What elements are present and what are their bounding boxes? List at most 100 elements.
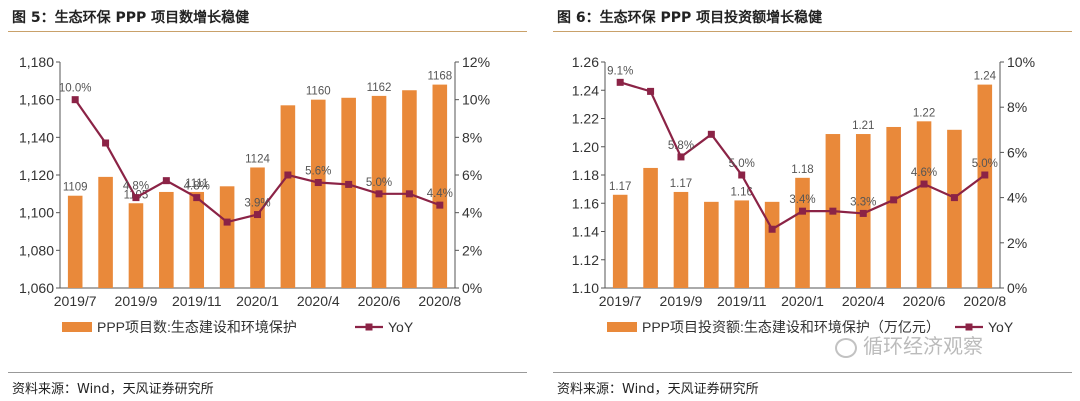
yoy-value-label: 10.0% bbox=[59, 83, 92, 95]
yoy-value-label: 4.6% bbox=[911, 167, 937, 179]
yoy-value-label: 4.4% bbox=[427, 188, 453, 200]
yoy-value-label: 5.8% bbox=[668, 140, 694, 152]
yoy-point bbox=[193, 194, 201, 202]
title-divider bbox=[8, 31, 527, 32]
bar-value-label: 1111 bbox=[185, 178, 208, 190]
yoy-point bbox=[799, 207, 806, 215]
bar bbox=[219, 186, 235, 288]
bar bbox=[977, 84, 993, 288]
x-tick-label: 2019/7 bbox=[54, 293, 97, 309]
watermark: 循环经济观察 bbox=[835, 330, 983, 359]
x-tick-label: 2019/9 bbox=[660, 293, 703, 309]
x-tick-label: 2019/7 bbox=[599, 293, 642, 309]
bar bbox=[189, 191, 205, 288]
yoy-point bbox=[859, 209, 867, 217]
legend-bar-label: PPP项目数:生态建设和环境保护 bbox=[97, 319, 297, 335]
yoy-point bbox=[677, 153, 685, 161]
legend-line-label: YoY bbox=[388, 319, 414, 335]
bar bbox=[159, 191, 174, 288]
bar-value-label: 1.18 bbox=[791, 164, 813, 176]
yoy-value-label: 5.0% bbox=[972, 158, 998, 170]
yoy-point bbox=[314, 179, 322, 187]
y-left-tick-label: 1,100 bbox=[19, 205, 54, 221]
y-left-tick-label: 1,060 bbox=[19, 280, 54, 296]
y-right-tick-label: 4% bbox=[462, 205, 482, 221]
bar bbox=[886, 126, 901, 288]
bar bbox=[98, 176, 113, 288]
y-right-tick-label: 12% bbox=[462, 54, 490, 70]
y-right-tick-label: 4% bbox=[1007, 190, 1027, 206]
y-left-tick-label: 1.26 bbox=[572, 54, 599, 70]
bar bbox=[341, 97, 356, 289]
x-tick-label: 2020/1 bbox=[781, 293, 824, 309]
bar bbox=[764, 201, 780, 288]
yoy-value-label: 5.0% bbox=[729, 158, 755, 170]
y-left-tick-label: 1.16 bbox=[572, 195, 599, 211]
figure-6-panel: 图 6：生态环保 PPP 项目投资额增长稳健 1.10 1.12 1.14 1.16 1… bbox=[545, 0, 1080, 401]
y-right-tick-label: 0% bbox=[1007, 280, 1027, 296]
wechat-icon bbox=[835, 337, 857, 358]
yoy-value-label: 3.4% bbox=[789, 194, 815, 206]
yoy-point bbox=[254, 211, 261, 219]
bar bbox=[402, 90, 417, 288]
yoy-value-label: 5.6% bbox=[305, 166, 331, 178]
yoy-value-label: 3.9% bbox=[244, 198, 270, 210]
yoy-point bbox=[436, 201, 444, 209]
yoy-point bbox=[890, 196, 898, 204]
y-left-tick-label: 1,080 bbox=[19, 242, 54, 258]
bar bbox=[67, 195, 83, 288]
yoy-point bbox=[647, 87, 655, 95]
legend-bar-swatch bbox=[607, 322, 637, 332]
x-tick-label: 2019/11 bbox=[717, 293, 767, 309]
source-divider bbox=[553, 372, 1072, 373]
project-count-chart: 1,060 1,080 1,100 1,120 1,140 1,160 1,180 0% 2% 4… bbox=[19, 54, 490, 335]
bar bbox=[734, 200, 750, 288]
y-right-tick-label: 2% bbox=[462, 242, 482, 258]
y-right-tick-label: 0% bbox=[462, 280, 482, 296]
y-left-tick-label: 1.14 bbox=[572, 224, 599, 240]
bar bbox=[673, 191, 689, 288]
yoy-point bbox=[950, 194, 958, 202]
bar-value-label: 1168 bbox=[427, 71, 452, 83]
figure-5-panel: 图 5：生态环保 PPP 项目数增长稳健 1,060 1,080 1,100 1,12… bbox=[0, 0, 535, 401]
yoy-value-label: 9.1% bbox=[607, 65, 633, 77]
bar-value-label: 1162 bbox=[367, 82, 392, 94]
bar-value-label: 1.17 bbox=[609, 181, 631, 193]
figure-title: 图 6：生态环保 PPP 项目投资额增长稳健 bbox=[557, 10, 823, 26]
yoy-value-label: 5.0% bbox=[366, 177, 392, 189]
x-tick-label: 2020/8 bbox=[963, 293, 1006, 309]
bar-value-label: 1160 bbox=[306, 86, 331, 98]
x-tick-label: 2020/4 bbox=[842, 293, 885, 309]
legend-bar-swatch bbox=[62, 322, 92, 332]
y-right-tick-label: 2% bbox=[1007, 235, 1027, 251]
yoy-point bbox=[405, 190, 413, 198]
bar-value-label: 1.24 bbox=[974, 71, 997, 83]
y-left-tick-label: 1.20 bbox=[572, 139, 599, 155]
yoy-point bbox=[345, 180, 353, 188]
yoy-point bbox=[284, 171, 292, 179]
source-divider bbox=[8, 372, 527, 373]
yoy-point bbox=[223, 218, 231, 226]
x-tick-label: 2020/6 bbox=[358, 293, 401, 309]
bar-value-label: 1109 bbox=[63, 182, 88, 194]
yoy-point bbox=[981, 171, 989, 179]
yoy-point bbox=[162, 177, 170, 185]
yoy-value-label: 4.8% bbox=[184, 181, 210, 193]
y-left-tick-label: 1.22 bbox=[572, 111, 599, 127]
y-left-tick-label: 1.24 bbox=[572, 82, 599, 98]
yoy-value-label: 4.8% bbox=[123, 181, 149, 193]
yoy-point bbox=[616, 78, 624, 86]
bar bbox=[795, 177, 810, 288]
bar-value-label: 1.16 bbox=[731, 186, 753, 198]
y-left-tick-label: 1,140 bbox=[19, 129, 54, 145]
y-right-tick-label: 6% bbox=[462, 167, 482, 183]
legend-line-marker bbox=[365, 323, 373, 331]
y-left-tick-label: 1,180 bbox=[19, 54, 54, 70]
y-right-tick-label: 8% bbox=[1007, 99, 1027, 115]
yoy-point bbox=[375, 190, 383, 198]
x-tick-label: 2019/9 bbox=[115, 293, 158, 309]
bar-value-label: 1.17 bbox=[670, 178, 692, 190]
y-right-tick-label: 10% bbox=[1007, 54, 1035, 70]
bar bbox=[310, 99, 326, 289]
yoy-point bbox=[102, 139, 110, 147]
